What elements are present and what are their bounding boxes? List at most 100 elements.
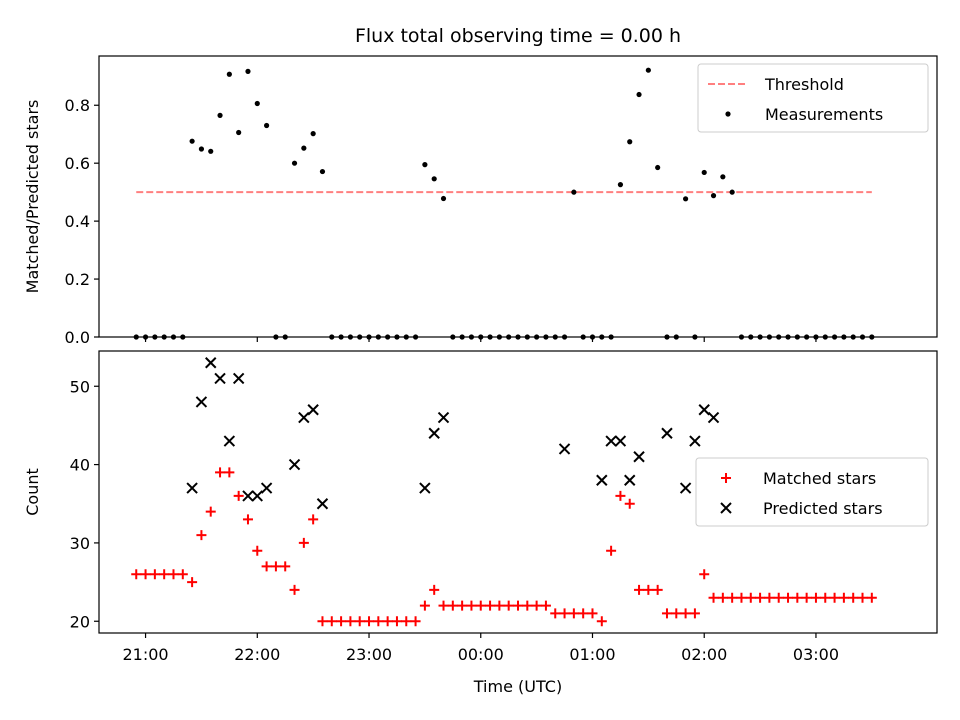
predicted-star-point: [624, 474, 636, 486]
predicted-star-point: [288, 458, 301, 471]
legend-box: [697, 63, 929, 133]
bottom-plot-frame: [98, 350, 938, 634]
matched-star-point: [280, 561, 291, 572]
matched-star-point: [317, 616, 328, 627]
y-tick-label: 0.4: [65, 212, 90, 231]
measurement-point: [869, 334, 875, 340]
measurement-point: [738, 334, 745, 340]
matched-star-point: [457, 600, 468, 611]
legend-box: [695, 457, 929, 527]
measurement-point: [254, 100, 260, 107]
y-tick-label: 0.8: [65, 96, 90, 115]
measurement-point: [450, 334, 456, 340]
matched-star-point: [596, 616, 607, 627]
matched-star-point: [587, 608, 598, 619]
predicted-star-point: [260, 482, 273, 494]
x-tick-label: 02:00: [681, 645, 727, 664]
measurement-point: [291, 160, 298, 166]
predicted-star-point: [661, 427, 673, 439]
measurement-point: [412, 334, 419, 340]
measurement-point: [589, 334, 596, 340]
y-tick-label: 20: [70, 612, 90, 631]
predicted-star-point: [633, 451, 645, 463]
measurement-point: [142, 334, 149, 340]
measurement-point: [850, 334, 856, 340]
matched-star-point: [140, 569, 151, 580]
measurement-point: [841, 334, 847, 340]
y-tick-label: 0.6: [65, 154, 90, 173]
matched-star-point: [242, 514, 253, 525]
matched-star-point: [550, 608, 561, 619]
x-tick-label: 23:00: [346, 645, 392, 664]
measurement-point: [133, 334, 139, 340]
measurement-point: [655, 164, 661, 171]
matched-star-point: [736, 592, 747, 603]
measurement-point: [664, 334, 670, 340]
matched-star-point: [438, 600, 449, 611]
measurement-point: [543, 334, 549, 340]
matched-star-point: [624, 498, 635, 509]
y-tick-label: 50: [70, 377, 90, 396]
legend-measurements-label: Measurements: [765, 105, 883, 124]
measurement-point: [822, 334, 828, 340]
bottom-panel: 20 30 40 50 21:00 22:00 23:00 00:00 01:00 02:00 03…: [23, 350, 938, 696]
predicted-star-point: [251, 490, 263, 502]
measurement-point: [515, 334, 521, 340]
matched-star-point: [764, 592, 775, 603]
matched-star-point: [643, 584, 654, 595]
matched-star-point: [187, 577, 198, 588]
matched-star-point: [755, 592, 766, 603]
measurement-point: [394, 334, 400, 340]
matched-star-point: [783, 592, 794, 603]
y-tick-label: 30: [70, 534, 90, 553]
measurement-point: [496, 334, 502, 340]
matched-star-point: [345, 616, 356, 627]
x-axis-label: Time (UTC): [473, 677, 562, 696]
matched-star-point: [373, 616, 384, 627]
measurement-point: [580, 334, 586, 340]
measurement-point: [534, 334, 540, 340]
x-tick-label: 21:00: [123, 645, 169, 664]
measurement-point: [208, 148, 214, 154]
matched-star-point: [503, 600, 514, 611]
series-predicted-stars: [186, 357, 720, 510]
measurement-point: [506, 334, 512, 340]
matched-star-point: [233, 490, 244, 501]
measurement-point: [710, 193, 717, 199]
legend-predicted-swatch: [720, 502, 732, 514]
measurement-point: [776, 334, 782, 340]
matched-star-point: [680, 608, 691, 619]
measurement-point: [310, 131, 316, 137]
matched-star-point: [820, 592, 831, 603]
measurement-point: [440, 195, 447, 202]
legend-threshold-label: Threshold: [764, 75, 844, 94]
matched-star-point: [447, 600, 458, 611]
measurement-point: [766, 334, 773, 340]
matched-star-point: [270, 561, 281, 572]
matched-star-point: [801, 592, 812, 603]
predicted-star-point: [186, 482, 198, 494]
measurement-point: [152, 334, 158, 340]
y-axis-label: Matched/Predicted stars: [23, 100, 42, 294]
measurement-point: [329, 334, 335, 340]
measurement-point: [301, 145, 307, 151]
measurement-point: [468, 334, 475, 340]
legend-predicted-label: Predicted stars: [763, 499, 883, 518]
matched-star-point: [671, 608, 682, 619]
measurement-point: [338, 334, 344, 340]
measurement-point: [170, 334, 177, 340]
predicted-star-point: [419, 482, 431, 494]
matched-star-point: [475, 600, 486, 611]
matched-star-point: [652, 584, 663, 595]
predicted-star-point: [195, 396, 208, 408]
predicted-star-point: [596, 474, 608, 486]
measurement-point: [347, 334, 353, 340]
predicted-star-point: [298, 411, 310, 424]
measurement-point: [478, 334, 484, 340]
measurement-point: [701, 169, 707, 176]
measurement-point: [673, 334, 679, 340]
matched-star-point: [745, 592, 756, 603]
matched-star-point: [149, 569, 160, 580]
top-legend: Threshold Measurements: [697, 63, 929, 133]
x-tick-label: 03:00: [793, 645, 839, 664]
